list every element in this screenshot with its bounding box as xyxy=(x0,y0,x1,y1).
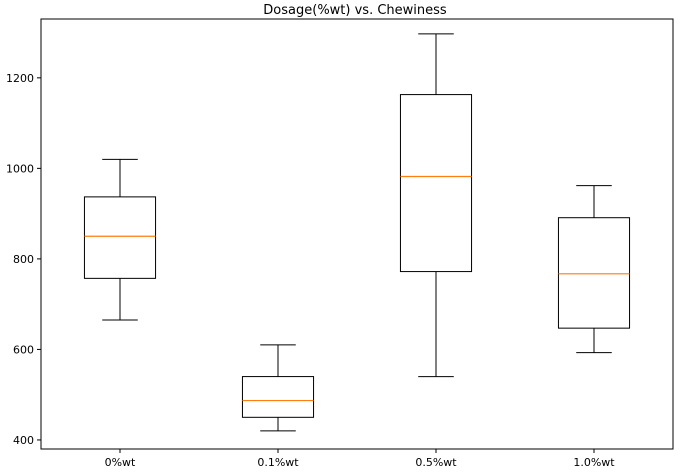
x-tick-label: 0%wt xyxy=(105,456,136,469)
y-tick-label: 1200 xyxy=(6,72,34,85)
iqr-box xyxy=(557,217,631,329)
y-axis: 400 600 800 1000 1200 xyxy=(6,72,41,447)
y-tick-label: 400 xyxy=(13,434,34,447)
x-tick-label: 0.5%wt xyxy=(415,456,457,469)
iqr-box xyxy=(241,376,315,418)
x-axis: 0%wt 0.1%wt 0.5%wt 1.0%wt xyxy=(105,449,615,469)
iqr-box xyxy=(399,94,473,273)
box-1-0-wt xyxy=(557,185,631,354)
x-tick-label: 1.0%wt xyxy=(573,456,615,469)
box-0-1-wt xyxy=(241,344,315,432)
y-tick-label: 1000 xyxy=(6,162,34,175)
plot-area-frame xyxy=(40,18,674,450)
chart-title: Dosage(%wt) vs. Chewiness xyxy=(263,3,447,18)
iqr-box xyxy=(83,196,157,279)
y-tick-label: 600 xyxy=(13,343,34,356)
box-series xyxy=(83,33,631,432)
box-0-wt xyxy=(83,158,157,321)
x-tick-label: 0.1%wt xyxy=(257,456,299,469)
box-0-5-wt xyxy=(399,33,473,378)
y-tick-label: 800 xyxy=(13,253,34,266)
